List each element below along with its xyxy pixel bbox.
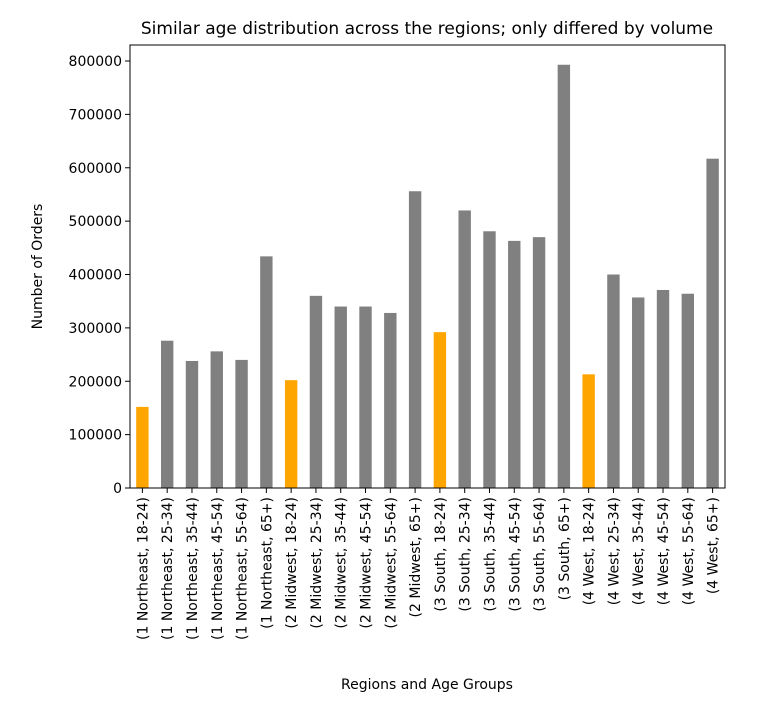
bar [458, 210, 471, 488]
x-tick-label: (1 Northeast, 55-64) [235, 497, 251, 640]
x-tick-label: (1 Northeast, 65+) [259, 497, 275, 629]
y-tick-label: 300000 [69, 321, 122, 337]
bar [136, 406, 149, 488]
bar [557, 64, 571, 488]
bar [284, 380, 298, 488]
x-tick-label: (4 West, 18-24) [582, 497, 598, 605]
x-tick-label: (4 West, 35-44) [631, 497, 647, 605]
chart-title: Similar age distribution across the regi… [141, 19, 713, 39]
x-tick-label: (1 Northeast, 18-24) [135, 497, 151, 640]
y-tick-label: 800000 [69, 54, 122, 70]
x-tick-label: (3 South, 65+) [557, 497, 573, 600]
x-tick-label: (1 Northeast, 45-54) [210, 497, 226, 640]
x-tick-label: (3 South, 45-54) [507, 497, 523, 612]
plot-frame [129, 44, 726, 489]
y-tick-label: 600000 [69, 161, 122, 177]
y-tick-label: 400000 [69, 268, 122, 284]
bar [235, 359, 248, 488]
bar [582, 374, 595, 488]
x-tick-label: (3 South, 55-64) [532, 497, 548, 612]
bar [309, 295, 323, 488]
x-tick-label: (4 West, 45-54) [656, 497, 672, 605]
bar [210, 351, 223, 488]
y-tick-label: 0 [113, 481, 122, 497]
bar [607, 274, 620, 488]
x-tick-label: (3 South, 18-24) [433, 497, 449, 612]
bar [408, 191, 422, 488]
bars-group [136, 64, 719, 488]
bar [656, 289, 670, 488]
bar [185, 360, 199, 488]
x-tick-label: (4 West, 25-34) [606, 497, 622, 605]
x-tick-label: (3 South, 35-44) [482, 497, 498, 612]
x-tick-label: (2 Midwest, 25-34) [309, 497, 325, 629]
bar [433, 332, 447, 488]
bar [384, 312, 397, 488]
bar [706, 158, 719, 488]
bar [260, 256, 273, 488]
y-axis-title: Number of Orders [30, 204, 46, 330]
x-tick-label: (2 Midwest, 55-64) [383, 497, 399, 629]
bar [483, 231, 496, 488]
y-tick-label: 200000 [69, 374, 122, 390]
x-tick-label: (3 South, 25-34) [458, 497, 474, 612]
x-tick-label: (1 Northeast, 25-34) [160, 497, 176, 640]
x-axis: (1 Northeast, 18-24) (1 Northeast, 25-34)… [135, 488, 722, 640]
bar [359, 306, 372, 488]
bar [681, 293, 695, 488]
x-tick-label: (2 Midwest, 35-44) [334, 497, 350, 629]
bar [508, 240, 521, 488]
x-axis-title: Regions and Age Groups [341, 677, 513, 693]
y-tick-label: 500000 [69, 214, 122, 230]
x-tick-label: (1 Northeast, 35-44) [185, 497, 201, 640]
x-tick-label: (2 Midwest, 65+) [408, 497, 424, 617]
y-axis: 0 100000 200000 300000 400000 500000 600000 700… [69, 54, 130, 497]
x-tick-label: (4 West, 65+) [706, 497, 722, 594]
x-tick-label: (4 West, 55-64) [681, 497, 697, 605]
bar [532, 237, 546, 488]
y-tick-label: 700000 [69, 107, 122, 123]
y-tick-label: 100000 [69, 428, 122, 444]
bar [632, 297, 645, 488]
x-tick-label: (2 Midwest, 45-54) [359, 497, 375, 629]
bar [334, 306, 347, 488]
bar [160, 340, 174, 488]
x-tick-label: (2 Midwest, 18-24) [284, 497, 300, 629]
